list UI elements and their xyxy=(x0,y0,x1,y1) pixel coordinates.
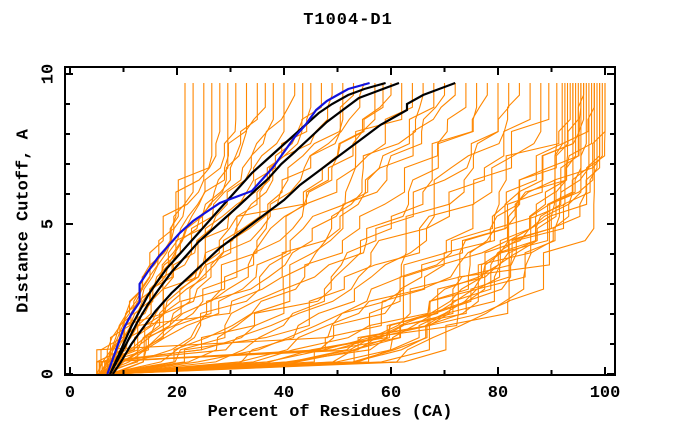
x-tick-label: 100 xyxy=(590,384,621,403)
orange-curve xyxy=(104,83,550,375)
orange-curve xyxy=(107,83,403,375)
orange-curve xyxy=(110,83,595,375)
orange-curve xyxy=(99,83,413,375)
orange-curve xyxy=(101,83,194,375)
orange-curve xyxy=(104,83,574,375)
y-tick-label: 5 xyxy=(40,219,59,229)
orange-curve xyxy=(104,83,571,374)
orange-curve xyxy=(102,83,558,375)
orange-curve xyxy=(101,83,285,374)
x-tick-label: 20 xyxy=(167,384,187,403)
orange-curve xyxy=(98,83,344,375)
orange-curve xyxy=(110,83,531,375)
orange-curve xyxy=(96,83,384,375)
y-tick-label: 0 xyxy=(40,369,59,379)
black-curve xyxy=(109,81,400,375)
orange-curve xyxy=(96,83,590,375)
blue-curve xyxy=(106,81,370,375)
black-curve xyxy=(109,81,386,375)
orange-curve xyxy=(110,83,446,375)
chart-title: T1004-D1 xyxy=(303,11,393,30)
orange-curve xyxy=(104,83,478,374)
x-tick-label: 0 xyxy=(65,384,75,403)
orange-curve xyxy=(102,83,601,375)
orange-curve xyxy=(96,83,456,375)
orange-curve xyxy=(96,83,542,374)
orange-curve xyxy=(109,83,296,375)
orange-curve xyxy=(101,83,322,375)
x-axis-label: Percent of Residues (CA) xyxy=(207,403,453,422)
orange-curve xyxy=(104,83,435,375)
orange-curve xyxy=(104,83,205,375)
orange-curve xyxy=(102,83,595,375)
orange-curve xyxy=(98,83,585,374)
orange-curve xyxy=(112,83,566,375)
orange-curve xyxy=(107,83,488,375)
orange-curve xyxy=(98,83,499,374)
plot-frame xyxy=(64,66,616,376)
orange-curve xyxy=(102,83,582,375)
orange-curve xyxy=(106,83,606,374)
orange-curve xyxy=(96,83,593,374)
y-axis-label: Distance Cutoff, A xyxy=(14,129,34,313)
black-curve xyxy=(111,81,456,375)
orange-curve xyxy=(96,83,213,375)
orange-curve xyxy=(112,83,355,375)
x-tick-label: 40 xyxy=(274,384,294,403)
orange-curve xyxy=(110,83,582,375)
x-tick-label: 80 xyxy=(488,384,508,403)
orange-curve xyxy=(102,83,467,375)
x-tick-label: 60 xyxy=(381,384,401,403)
orange-curve xyxy=(101,83,392,375)
orange-curve xyxy=(112,83,424,375)
y-tick-label: 10 xyxy=(40,64,59,84)
